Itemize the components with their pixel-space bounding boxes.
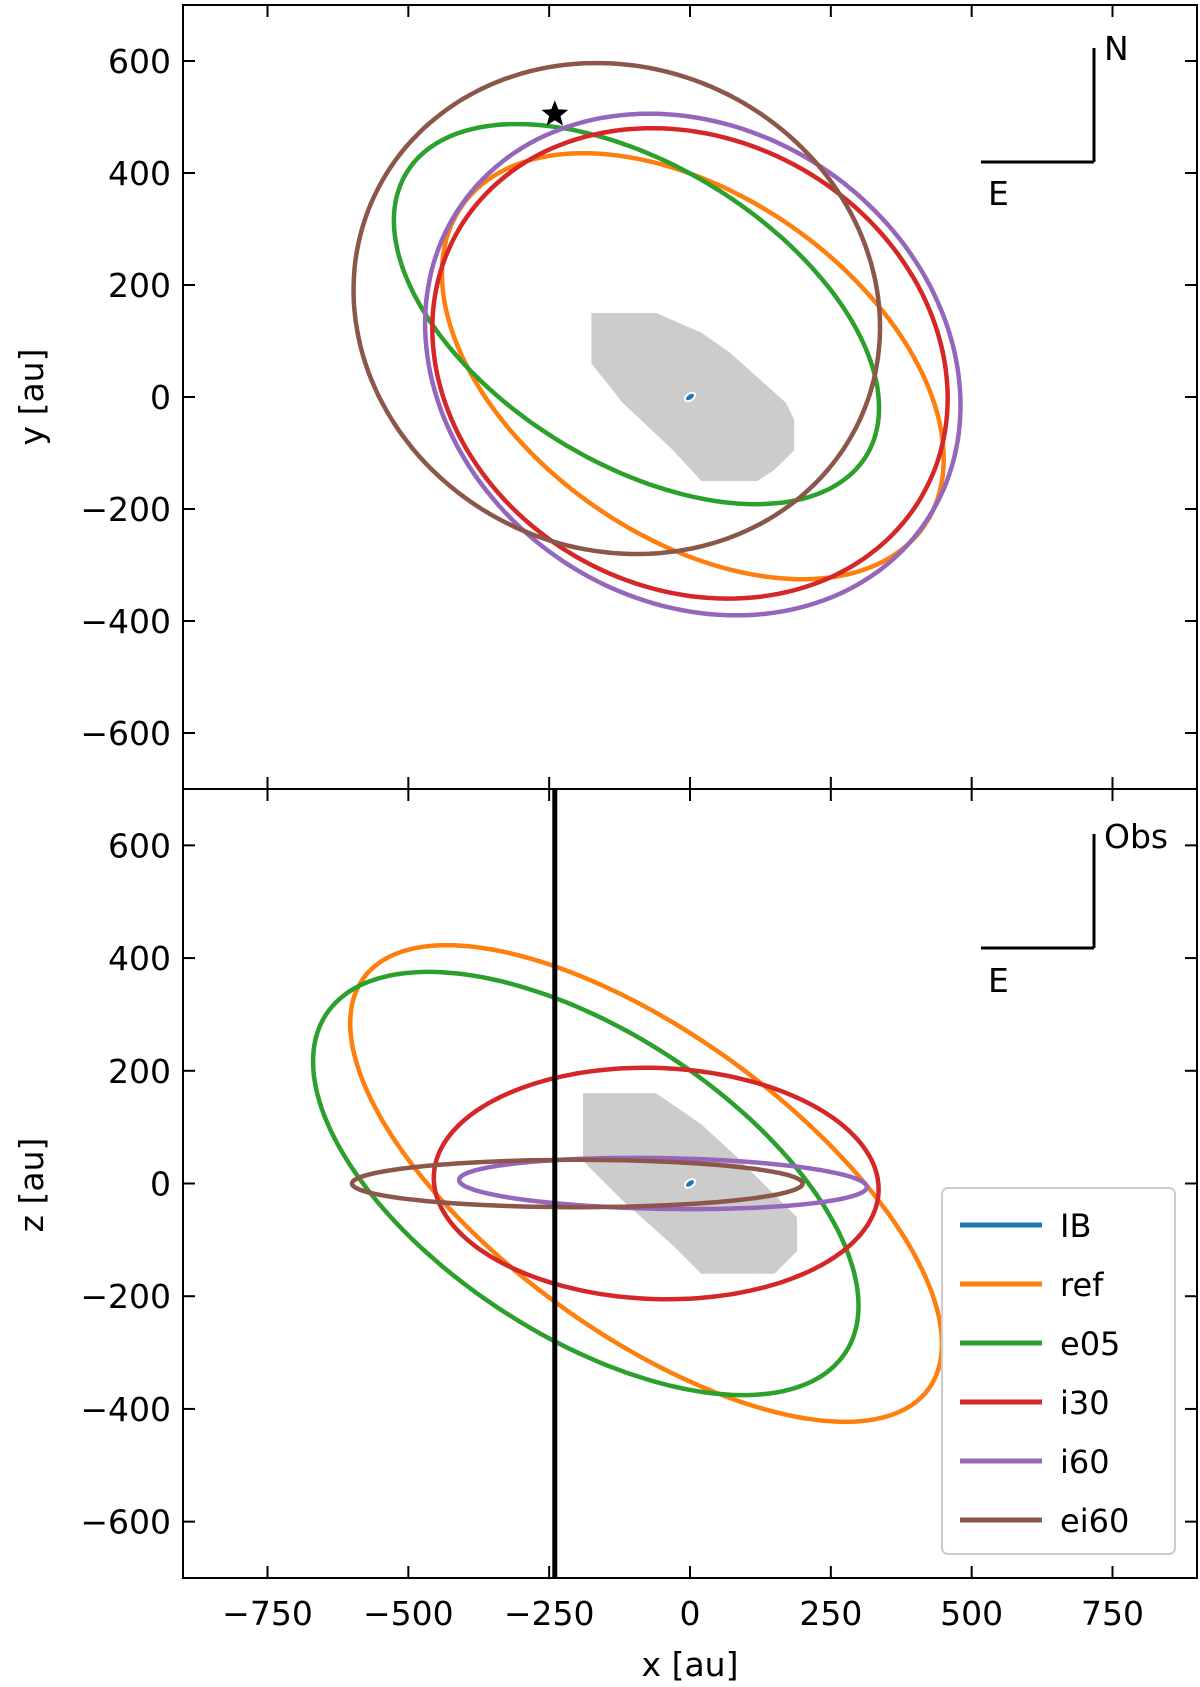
legend-label-ref: ref [1060, 1266, 1104, 1304]
bottom-ytick-label: 200 [108, 1052, 171, 1091]
xtick-label: 500 [940, 1594, 1003, 1633]
legend-label-IB: IB [1060, 1207, 1091, 1245]
xtick-label: 250 [799, 1594, 862, 1633]
legend-label-ei60: ei60 [1060, 1502, 1129, 1540]
bottom-orbit-e05 [310, 969, 861, 1398]
bottom-panel: 600 400 200 0 −200 −400 −600 −750 −500 −250 0 250 5… [12, 788, 1198, 1684]
bottom-ytick-label: −400 [80, 1390, 171, 1429]
bottom-ytick-label: 0 [150, 1165, 171, 1204]
top-panel: 600 400 200 0 −200 −400 −600 y [au] N E [12, 4, 1198, 790]
xtick-label: −250 [504, 1594, 595, 1633]
xtick-label: 0 [680, 1594, 701, 1633]
legend-label-i60: i60 [1060, 1443, 1110, 1481]
xtick-label: −750 [222, 1594, 313, 1633]
top-ytick-label: −200 [80, 490, 171, 529]
top-ytick-label: 600 [108, 42, 171, 81]
bottom-compass: Obs E [981, 817, 1168, 1000]
top-ytick-label: −600 [80, 714, 171, 753]
top-orbit-i30 [430, 125, 950, 601]
bottom-orbit-IB [684, 1178, 696, 1189]
top-compass: N E [981, 29, 1129, 213]
top-orbit-IB [684, 391, 696, 403]
bottom-ytick-label: 600 [108, 826, 171, 865]
bottom-orbit-i30 [431, 1065, 881, 1302]
xtick-label: 750 [1081, 1594, 1144, 1633]
top-ytick-label: 0 [150, 378, 171, 417]
bottom-ytick-label: −200 [80, 1277, 171, 1316]
x-axis-label: x [au] [642, 1645, 739, 1684]
bottom-compass-obs-label: Obs [1104, 817, 1168, 856]
bottom-compass-east-label: E [988, 961, 1009, 1000]
top-orbit-ei60 [351, 60, 883, 557]
top-ytick-label: 200 [108, 266, 171, 305]
star-marker [541, 100, 569, 126]
top-compass-east-label: E [988, 174, 1009, 213]
bottom-ytick-label: −600 [80, 1503, 171, 1542]
bottom-ytick-label: 400 [108, 939, 171, 978]
xtick-label: −500 [363, 1594, 454, 1633]
legend-box [941, 1187, 1176, 1555]
legend-label-e05: e05 [1060, 1325, 1120, 1363]
top-orbit-i60 [422, 111, 963, 618]
top-y-axis-label: y [au] [12, 349, 51, 446]
top-orbit-e05 [391, 121, 882, 507]
legend: IB ref e05 i30 i60 ei60 [941, 1187, 1176, 1555]
top-ytick-label: 400 [108, 154, 171, 193]
bottom-orbit-ei60 [349, 1157, 806, 1210]
top-ytick-label: −400 [80, 602, 171, 641]
bottom-y-axis-label: z [au] [12, 1138, 51, 1233]
top-compass-north-label: N [1104, 29, 1129, 68]
legend-label-i30: i30 [1060, 1384, 1110, 1422]
bottom-orbit-i60 [456, 1155, 870, 1212]
